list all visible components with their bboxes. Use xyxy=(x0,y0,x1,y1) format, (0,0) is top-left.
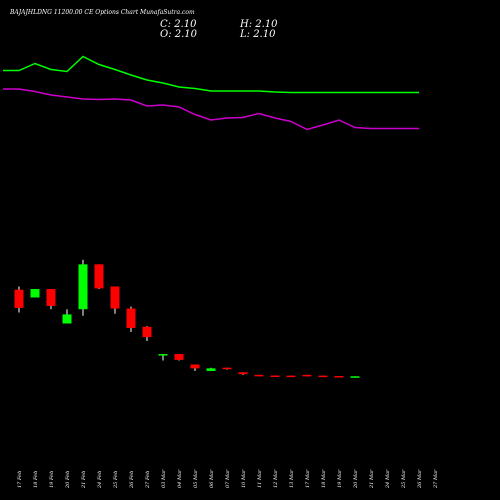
x-tick-label: 04 Mar xyxy=(177,469,183,488)
x-tick-label: 17 Mar xyxy=(305,469,311,488)
indicator-line xyxy=(3,55,419,94)
candle-body xyxy=(62,314,72,324)
candle-body xyxy=(78,264,88,310)
candle-body xyxy=(334,376,344,378)
x-tick-label: 26 Mar xyxy=(417,469,423,488)
x-tick-label: 10 Mar xyxy=(241,469,247,488)
x-tick-label: 24 Mar xyxy=(385,469,391,488)
x-tick-label: 21 Feb xyxy=(81,470,87,488)
x-tick-label: 18 Feb xyxy=(33,470,39,488)
candle-body xyxy=(350,376,360,378)
candle-body xyxy=(30,289,40,298)
x-tick-label: 24 Feb xyxy=(97,470,103,488)
x-tick-label: 13 Mar xyxy=(289,469,295,488)
indicator-line xyxy=(3,88,419,131)
candle-body xyxy=(222,367,232,370)
candle-body xyxy=(286,375,296,378)
open-value: O: 2.10 xyxy=(160,29,198,40)
candle-body xyxy=(190,364,200,369)
x-tick-label: 11 Mar xyxy=(257,469,263,488)
x-tick-label: 17 Feb xyxy=(17,470,23,488)
candle-body xyxy=(206,368,216,371)
candle-body xyxy=(14,289,24,308)
x-tick-label: 27 Mar xyxy=(433,469,439,488)
candle-body xyxy=(158,354,168,356)
candle-body xyxy=(46,289,56,306)
x-tick-label: 27 Feb xyxy=(145,470,151,488)
x-tick-label: 20 Mar xyxy=(353,469,359,488)
candle-body xyxy=(110,286,120,309)
candle-body xyxy=(318,375,328,378)
candle-body xyxy=(142,326,152,338)
high-value: H: 2.10 xyxy=(240,19,278,30)
x-tick-label: 03 Mar xyxy=(161,469,167,488)
candle-body xyxy=(126,308,136,329)
x-tick-label: 07 Mar xyxy=(225,469,231,488)
candle-body xyxy=(270,375,280,377)
x-tick-label: 05 Mar xyxy=(193,469,199,488)
x-tick-label: 06 Mar xyxy=(209,469,215,488)
candle-body xyxy=(238,372,248,375)
chart-title: BAJAJHLDNG 11200.00 CE Options Chart Mun… xyxy=(10,9,195,16)
x-tick-label: 25 Mar xyxy=(401,469,407,488)
x-tick-label: 20 Feb xyxy=(65,470,71,488)
x-tick-label: 18 Mar xyxy=(321,469,327,488)
x-tick-label: 21 Mar xyxy=(369,469,375,488)
candle-body xyxy=(94,264,104,289)
low-value: L: 2.10 xyxy=(240,29,276,40)
candle-body xyxy=(174,354,184,360)
close-value: C: 2.10 xyxy=(160,19,197,30)
candle-body xyxy=(302,374,312,377)
x-tick-label: 26 Feb xyxy=(129,470,135,488)
x-tick-label: 25 Feb xyxy=(113,470,119,488)
candle-body xyxy=(254,374,264,377)
x-tick-label: 12 Mar xyxy=(273,469,279,488)
x-tick-label: 19 Mar xyxy=(337,469,343,488)
x-tick-label: 19 Feb xyxy=(49,470,55,488)
